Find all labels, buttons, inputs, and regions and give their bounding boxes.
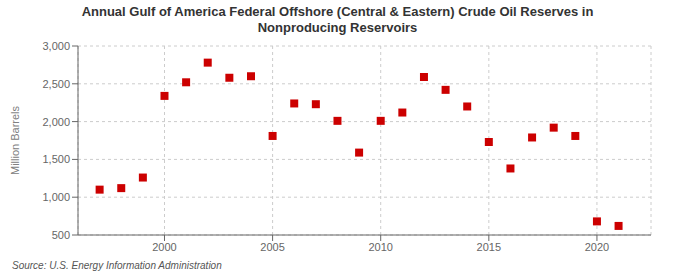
svg-text:3,000: 3,000	[42, 40, 70, 52]
svg-text:500: 500	[52, 229, 70, 241]
svg-text:Million Barrels: Million Barrels	[9, 105, 21, 175]
svg-text:2000: 2000	[152, 241, 176, 253]
svg-text:1,500: 1,500	[42, 153, 70, 165]
svg-text:2010: 2010	[368, 241, 392, 253]
html-text:Nonproducing Reservoirs: Nonproducing Reservoirs	[257, 20, 418, 35]
html-text:Source: U.S. Energy Informatio: Source: U.S. Energy Information Administ…	[12, 260, 222, 271]
html-text:Annual Gulf of America Federal: Annual Gulf of America Federal Offshore …	[81, 4, 594, 19]
svg-text:2,000: 2,000	[42, 116, 70, 128]
svg-text:2015: 2015	[477, 241, 501, 253]
svg-text:2020: 2020	[585, 241, 609, 253]
svg-text:2,500: 2,500	[42, 78, 70, 90]
svg-text:2005: 2005	[260, 241, 284, 253]
svg-text:1,000: 1,000	[42, 191, 70, 203]
